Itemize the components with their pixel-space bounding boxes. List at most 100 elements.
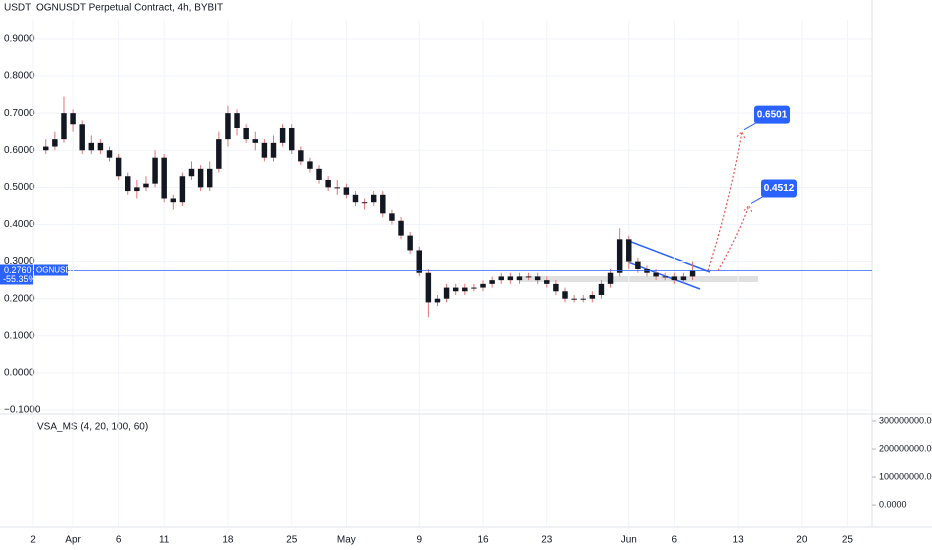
candle-body bbox=[462, 287, 468, 292]
callout-box bbox=[761, 179, 797, 198]
candle-body bbox=[161, 157, 167, 199]
candle-body bbox=[389, 213, 395, 221]
candle-body bbox=[416, 250, 422, 273]
price-badge bbox=[0, 264, 33, 285]
candle-body bbox=[307, 161, 313, 169]
candle-body bbox=[261, 142, 268, 158]
chart-title: OGNUSDT Perpetual Contract, 4h, BYBIT bbox=[36, 3, 223, 14]
y-tick-label: 0.9000 bbox=[4, 34, 35, 45]
x-tick-label: Apr bbox=[65, 535, 81, 546]
candle-body bbox=[489, 280, 495, 284]
callout-label: 0.4512 bbox=[764, 183, 795, 194]
candle-body bbox=[270, 142, 277, 158]
candle-body bbox=[288, 127, 295, 151]
y-tick-label: 0.6000 bbox=[4, 145, 35, 156]
x-tick-label: 16 bbox=[477, 535, 489, 546]
candle-body bbox=[516, 276, 523, 281]
candle-body bbox=[434, 298, 441, 303]
candle-body bbox=[143, 183, 149, 188]
candle-body bbox=[334, 187, 340, 189]
x-tick-label: 13 bbox=[733, 535, 745, 546]
y-tick-label: 0.7000 bbox=[4, 108, 35, 119]
candle-body bbox=[234, 113, 240, 128]
arrow-head bbox=[743, 204, 753, 213]
indicator-title: VSA_MS (4, 20, 100, 60) bbox=[37, 422, 148, 433]
y-tick-label: 0.0000 bbox=[4, 368, 35, 379]
candle-body bbox=[425, 272, 432, 303]
candle-body bbox=[197, 168, 204, 188]
candle-body bbox=[52, 139, 58, 147]
arrow-head bbox=[736, 130, 746, 139]
candle-body bbox=[635, 261, 641, 270]
candle-body bbox=[680, 276, 687, 281]
candle-body bbox=[370, 194, 377, 203]
candle-body bbox=[571, 298, 577, 300]
x-tick-label: 23 bbox=[541, 535, 553, 546]
candle-body bbox=[398, 220, 404, 236]
candle-body bbox=[626, 239, 632, 262]
candle-body bbox=[179, 176, 186, 203]
zone-rect bbox=[520, 276, 758, 282]
candle-body bbox=[544, 280, 550, 284]
x-tick-label: 20 bbox=[796, 535, 808, 546]
forecast-arrow bbox=[717, 205, 750, 271]
candle-body bbox=[316, 168, 322, 180]
candle-body bbox=[553, 283, 559, 292]
candle-body bbox=[407, 235, 413, 251]
candle-body bbox=[471, 287, 477, 289]
channel-upper bbox=[625, 239, 711, 273]
y-tick-label: 0.0000 bbox=[879, 499, 907, 509]
candle-body bbox=[507, 276, 514, 281]
candle-body bbox=[662, 276, 668, 278]
candle-body bbox=[152, 157, 158, 184]
candle-body bbox=[279, 127, 286, 143]
candle-body bbox=[43, 146, 49, 151]
candle-body bbox=[134, 187, 140, 192]
y-tick-label: 0.5000 bbox=[4, 182, 35, 193]
x-tick-label: 25 bbox=[286, 535, 298, 546]
x-tick-label: 2 bbox=[30, 535, 36, 546]
y-tick-label: 0.4000 bbox=[4, 219, 35, 230]
x-tick-label: 11 bbox=[159, 535, 170, 546]
y-axis-unit: USDT bbox=[4, 3, 31, 14]
candle-body bbox=[97, 142, 104, 151]
y-tick-label: 100000000.0000 bbox=[879, 471, 932, 481]
candle-body bbox=[443, 287, 450, 299]
candle-body bbox=[589, 294, 596, 299]
callout-box bbox=[754, 105, 790, 124]
candle-body bbox=[343, 187, 350, 195]
candle-body bbox=[106, 150, 113, 158]
candle-body bbox=[380, 194, 386, 214]
y-tick-label: −0.1000 bbox=[4, 405, 41, 416]
x-tick-label: Jun bbox=[621, 535, 637, 546]
candle-body bbox=[580, 298, 586, 300]
candle-body bbox=[243, 127, 249, 140]
candle-body bbox=[216, 139, 222, 169]
candle-body bbox=[125, 176, 131, 192]
price-label: 0.2760 bbox=[4, 265, 32, 275]
candle-body bbox=[61, 113, 67, 140]
candle-body bbox=[671, 276, 678, 281]
candle-body bbox=[616, 239, 623, 273]
candle-body bbox=[79, 124, 85, 151]
candle-body bbox=[115, 157, 122, 177]
y-tick-label: 0.1000 bbox=[4, 330, 35, 341]
x-tick-label: 6 bbox=[116, 535, 122, 546]
candle-body bbox=[653, 272, 659, 277]
symbol-badge bbox=[34, 264, 68, 276]
candle-body bbox=[498, 276, 504, 281]
candle-body bbox=[452, 287, 459, 292]
candle-body bbox=[225, 113, 231, 140]
y-tick-label: 200000000.0000 bbox=[879, 443, 932, 453]
candle-body bbox=[325, 179, 331, 188]
candle-body bbox=[188, 168, 195, 177]
x-tick-label: 18 bbox=[222, 535, 234, 546]
candle-body bbox=[206, 168, 213, 188]
candle-body bbox=[607, 272, 614, 284]
candle-body bbox=[352, 194, 359, 203]
candle-body bbox=[480, 283, 486, 288]
y-tick-label: 0.3000 bbox=[4, 256, 35, 267]
candle-body bbox=[525, 276, 532, 278]
